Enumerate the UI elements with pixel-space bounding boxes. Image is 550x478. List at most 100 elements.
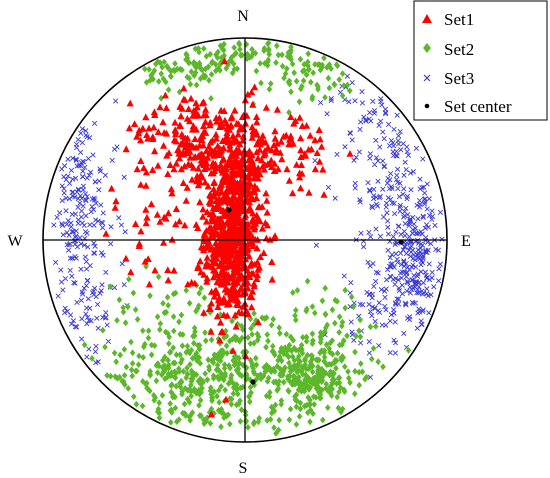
point-set2 — [291, 344, 297, 352]
point-set2 — [301, 61, 307, 68]
point-set2 — [304, 383, 311, 391]
point-set2 — [123, 363, 130, 371]
point-set3 — [118, 222, 125, 228]
point-set1 — [253, 185, 261, 192]
point-set3 — [420, 280, 427, 286]
point-set1 — [229, 197, 237, 204]
point-set2 — [342, 286, 348, 294]
point-set1 — [255, 136, 263, 144]
point-set2 — [153, 377, 160, 385]
point-set2 — [171, 327, 177, 335]
point-set3 — [352, 180, 358, 187]
point-set2 — [228, 372, 235, 379]
point-set2 — [176, 416, 182, 423]
point-set2 — [136, 352, 142, 360]
point-set2 — [293, 403, 300, 411]
point-set2 — [285, 387, 291, 394]
point-set1 — [186, 153, 194, 161]
point-set1 — [261, 147, 269, 154]
point-set1 — [244, 190, 252, 198]
point-set2 — [301, 387, 308, 395]
point-set1 — [184, 160, 192, 167]
point-set2 — [268, 80, 274, 87]
point-set3 — [61, 190, 67, 196]
point-set2 — [134, 367, 140, 375]
point-set2 — [142, 340, 148, 348]
point-set2 — [293, 316, 299, 324]
point-set2 — [265, 374, 272, 382]
point-set1 — [218, 156, 226, 164]
point-set3 — [96, 178, 102, 184]
point-set1 — [278, 155, 286, 163]
point-set2 — [265, 58, 271, 66]
point-set2 — [285, 344, 292, 352]
point-set1 — [277, 138, 285, 145]
point-set3 — [104, 322, 110, 328]
point-set2 — [231, 353, 238, 360]
point-set3 — [391, 210, 398, 217]
point-set2 — [206, 366, 212, 374]
point-set1 — [181, 162, 189, 170]
point-set2 — [256, 414, 262, 422]
point-set1 — [182, 197, 190, 204]
point-set2 — [373, 323, 379, 330]
point-set1 — [297, 146, 305, 154]
point-set2 — [240, 383, 246, 391]
point-set2 — [248, 389, 254, 397]
point-set2 — [116, 296, 123, 304]
point-set3 — [404, 288, 410, 294]
point-set3 — [93, 359, 99, 366]
point-set3 — [90, 206, 97, 213]
point-set1 — [192, 221, 200, 228]
point-set3 — [367, 188, 373, 194]
point-set2 — [317, 394, 323, 402]
point-set1 — [217, 119, 225, 126]
point-set1 — [253, 148, 261, 155]
point-set2 — [287, 405, 294, 413]
point-set3 — [371, 107, 378, 114]
point-set1 — [186, 117, 194, 125]
point-set3 — [80, 168, 86, 174]
point-set3 — [67, 255, 74, 261]
point-set3 — [328, 95, 334, 102]
point-set2 — [165, 86, 172, 94]
point-set1 — [235, 272, 243, 279]
point-set2 — [286, 359, 292, 367]
point-set2 — [166, 333, 172, 341]
point-set1 — [162, 104, 170, 111]
point-set2 — [297, 55, 304, 63]
point-set1 — [320, 191, 328, 198]
point-set2 — [210, 372, 217, 380]
point-set1 — [222, 233, 230, 241]
point-set2 — [195, 45, 202, 52]
point-set2 — [336, 329, 342, 336]
point-set3 — [97, 168, 104, 174]
point-set2 — [288, 347, 295, 355]
point-set2 — [191, 324, 198, 332]
point-set1 — [183, 184, 191, 191]
point-set2 — [174, 65, 180, 73]
point-set3 — [393, 176, 400, 183]
point-set2 — [263, 343, 269, 351]
point-set1 — [253, 275, 261, 282]
point-set2 — [160, 300, 166, 307]
point-set1 — [248, 151, 256, 159]
point-set2 — [339, 405, 346, 413]
point-set2 — [191, 387, 197, 395]
point-set3 — [410, 226, 416, 233]
point-set2 — [328, 392, 335, 399]
point-set2 — [120, 304, 126, 311]
point-set2 — [216, 387, 222, 394]
point-set2 — [329, 385, 335, 393]
point-set1 — [219, 221, 227, 228]
point-set2 — [303, 338, 310, 345]
point-set2 — [308, 78, 314, 86]
point-set2 — [251, 321, 257, 328]
point-set3 — [385, 231, 392, 237]
point-set2 — [147, 387, 153, 395]
point-set3 — [99, 220, 106, 226]
point-set3 — [379, 102, 385, 108]
point-set3 — [72, 323, 79, 330]
data-points — [51, 39, 445, 437]
point-set1 — [209, 245, 217, 252]
